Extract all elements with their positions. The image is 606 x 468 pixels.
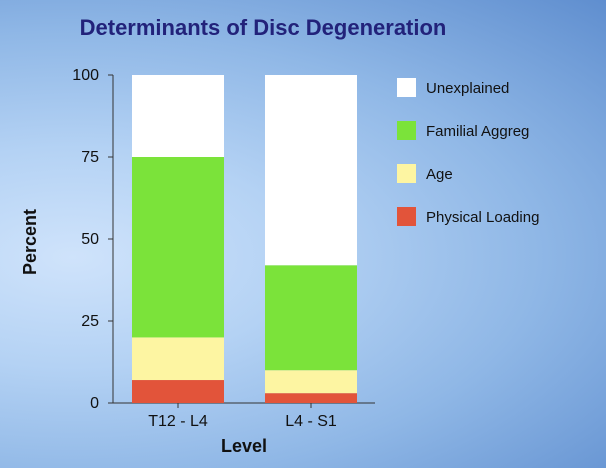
legend-swatch bbox=[397, 207, 416, 226]
y-tick-label: 100 bbox=[72, 67, 99, 84]
bar-segment-age bbox=[132, 337, 224, 381]
bar-segment-physical-loading bbox=[132, 380, 224, 403]
legend: Unexplained Familial Aggreg Age Physical Lo… bbox=[397, 78, 539, 226]
bar-segment-familial-aggreg bbox=[265, 265, 357, 371]
legend-label: Familial Aggreg bbox=[426, 123, 529, 140]
y-tick-label: 25 bbox=[81, 313, 99, 330]
x-tick-label: T12 - L4 bbox=[148, 413, 208, 430]
x-ticks: T12 - L4 L4 - S1 bbox=[148, 403, 337, 430]
legend-swatch bbox=[397, 164, 416, 183]
y-ticks: 0 25 50 75 100 bbox=[72, 67, 113, 412]
legend-swatch bbox=[397, 78, 416, 97]
legend-label: Age bbox=[426, 166, 453, 183]
x-axis-title: Level bbox=[221, 436, 267, 456]
bar-segment-unexplained bbox=[132, 75, 224, 157]
legend-label: Unexplained bbox=[426, 80, 509, 97]
bar-segment-unexplained bbox=[265, 75, 357, 266]
chart-title: Determinants of Disc Degeneration bbox=[80, 15, 447, 40]
legend-swatch bbox=[397, 121, 416, 140]
bars bbox=[132, 75, 357, 403]
y-axis-title: Percent bbox=[20, 209, 40, 275]
legend-label: Physical Loading bbox=[426, 209, 539, 226]
bar-segment-familial-aggreg bbox=[132, 157, 224, 338]
bar-segment-age bbox=[265, 370, 357, 394]
y-tick-label: 50 bbox=[81, 231, 99, 248]
y-tick-label: 0 bbox=[90, 395, 99, 412]
plot-area: 0 25 50 75 100 T12 - L4 L4 - S1 bbox=[72, 67, 375, 430]
bar-segment-physical-loading bbox=[265, 393, 357, 403]
x-tick-label: L4 - S1 bbox=[285, 413, 337, 430]
y-tick-label: 75 bbox=[81, 149, 99, 166]
